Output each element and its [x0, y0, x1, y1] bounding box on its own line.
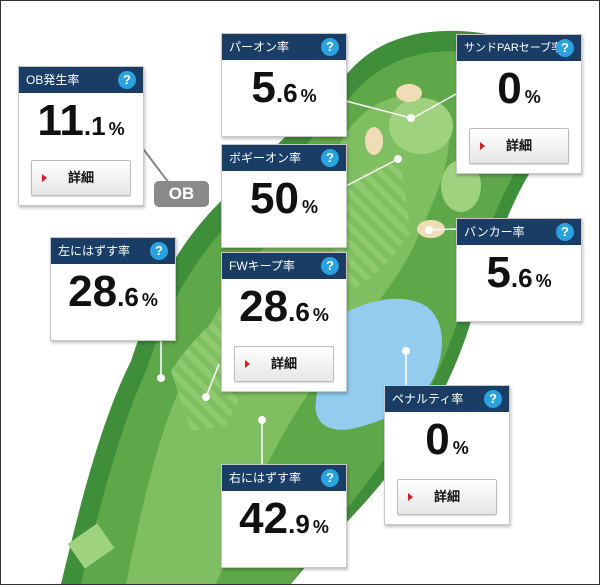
card-sand-save-title: サンドPARセーブ率 — [464, 42, 563, 54]
card-ob-rate-title: OB発生率 — [26, 73, 80, 87]
help-icon[interactable]: ? — [150, 242, 168, 260]
card-penalty-value: 0% — [425, 415, 469, 464]
card-fw-keep-value: 28.6% — [239, 282, 329, 331]
card-ob-rate-header: OB発生率? — [19, 67, 143, 93]
card-penalty: ペナルティ率? 0% 詳細 — [384, 385, 510, 525]
card-sand-save: サンドPARセーブ率? 0% 詳細 — [456, 34, 582, 174]
ob-tag: OB — [154, 181, 209, 207]
ob-rate-detail-button[interactable]: 詳細 — [31, 160, 131, 196]
fairway-stripes-upper — [331, 164, 411, 291]
card-miss-left-title: 左にはずす率 — [58, 244, 131, 258]
help-icon[interactable]: ? — [321, 38, 339, 56]
card-miss-left-value: 28.6% — [68, 267, 158, 316]
card-sand-save-value: 0% — [497, 64, 541, 113]
card-miss-left: 左にはずす率? 28.6% — [50, 237, 176, 341]
card-miss-right-value: 42.9% — [239, 494, 329, 543]
card-bunker: バンカー率? 5.6% — [456, 218, 582, 322]
card-ob-rate-value: 11.1% — [37, 96, 125, 145]
card-par-on-header: パーオン率? — [222, 34, 346, 60]
help-icon[interactable]: ? — [556, 39, 574, 57]
card-fw-keep-title: FWキープ率 — [229, 259, 295, 273]
red-arrow-icon — [480, 142, 485, 150]
card-bunker-value: 5.6% — [486, 248, 552, 297]
help-icon[interactable]: ? — [484, 390, 502, 408]
card-par-on-value: 5.6% — [251, 63, 317, 112]
card-miss-right-title: 右にはずす率 — [229, 471, 302, 485]
sand-save-detail-button[interactable]: 詳細 — [469, 128, 569, 164]
card-ob-rate: OB発生率? 11.1% 詳細 — [18, 66, 144, 206]
card-miss-right-header: 右にはずす率? — [222, 465, 346, 491]
bunker-2 — [365, 127, 383, 155]
card-penalty-header: ペナルティ率? — [385, 386, 509, 412]
red-arrow-icon — [408, 493, 413, 501]
card-bogey-on: ボギーオン率? 50% — [221, 144, 347, 248]
card-bunker-header: バンカー率? — [457, 219, 581, 245]
card-sand-save-header: サンドPARセーブ率? — [457, 35, 581, 61]
card-penalty-title: ペナルティ率 — [392, 392, 464, 406]
red-arrow-icon — [245, 360, 250, 368]
card-miss-left-header: 左にはずす率? — [51, 238, 175, 264]
help-icon[interactable]: ? — [556, 223, 574, 241]
card-par-on-title: パーオン率 — [229, 40, 290, 54]
help-icon[interactable]: ? — [321, 469, 339, 487]
help-icon[interactable]: ? — [118, 71, 136, 89]
help-icon[interactable]: ? — [321, 149, 339, 167]
penalty-detail-button[interactable]: 詳細 — [397, 479, 497, 515]
bunker-1 — [396, 84, 422, 102]
card-fw-keep-header: FWキープ率? — [222, 253, 346, 279]
red-arrow-icon — [42, 174, 47, 182]
tee-box — [67, 523, 115, 569]
help-icon[interactable]: ? — [321, 257, 339, 275]
card-miss-right: 右にはずす率? 42.9% — [221, 464, 347, 568]
card-bogey-on-header: ボギーオン率? — [222, 145, 346, 171]
card-par-on: パーオン率? 5.6% — [221, 33, 347, 137]
green — [389, 98, 453, 154]
card-bogey-on-title: ボギーオン率 — [229, 151, 302, 165]
card-fw-keep: FWキープ率? 28.6% 詳細 — [221, 252, 347, 392]
fw-keep-detail-button[interactable]: 詳細 — [234, 346, 334, 382]
card-bogey-on-value: 50% — [250, 174, 318, 223]
card-bunker-title: バンカー率 — [464, 225, 525, 239]
